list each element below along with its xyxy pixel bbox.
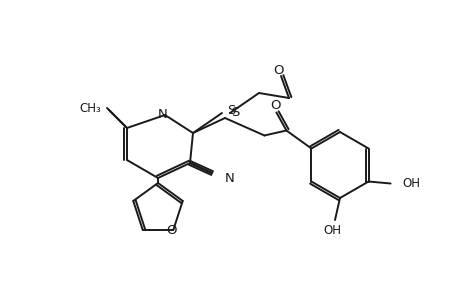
Text: N: N [224,172,234,185]
Text: CH₃: CH₃ [79,101,101,115]
Text: OH: OH [402,177,420,190]
Text: S: S [226,103,235,116]
Text: O: O [166,224,177,236]
Text: OH: OH [322,224,340,236]
Text: O: O [273,64,284,76]
Text: N: N [158,107,168,121]
Text: S: S [230,106,239,118]
Text: O: O [269,99,280,112]
